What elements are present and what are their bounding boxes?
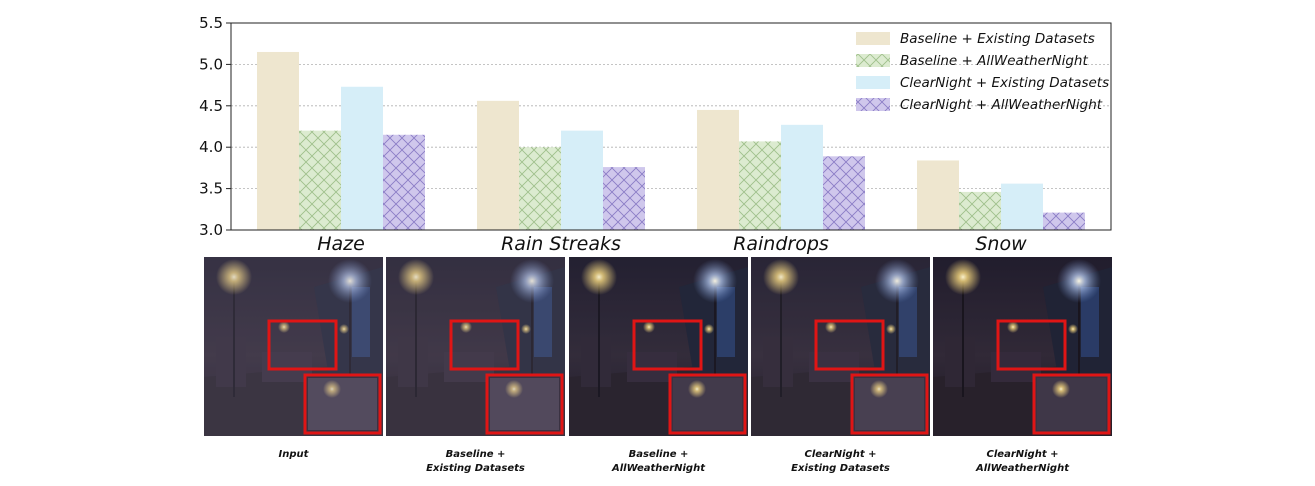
- panel-caption: ClearNight + AllWeatherNight: [933, 448, 1112, 476]
- y-tick-label: 3.0: [199, 221, 223, 239]
- y-tick-label: 3.5: [199, 180, 223, 198]
- x-category-label: Raindrops: [733, 233, 829, 255]
- bar: [959, 191, 1001, 230]
- bar: [341, 86, 383, 230]
- panel-caption: Baseline + AllWeatherNight: [569, 448, 748, 476]
- bar: [917, 160, 959, 230]
- panel-caption: ClearNight + Existing Datasets: [751, 448, 930, 476]
- bar: [257, 51, 299, 231]
- y-tick-label: 4.0: [199, 138, 223, 156]
- caption-line-2: AllWeatherNight: [976, 463, 1069, 474]
- result-image: [751, 257, 930, 436]
- bar-chart: 3.0 3.5 4.0 4.5 5.0 5.5 Haze Rain Streaks Raind…: [199, 14, 1112, 255]
- bar: [697, 109, 739, 230]
- bar: [383, 134, 425, 230]
- bar: [739, 141, 781, 230]
- panel-caption: Baseline + Existing Datasets: [386, 448, 565, 476]
- panel-caption: Input: [204, 448, 383, 462]
- x-category-label: Haze: [317, 233, 365, 255]
- legend-label: ClearNight + Existing Datasets: [900, 75, 1109, 91]
- bar: [1001, 183, 1043, 230]
- caption-line-1: Baseline +: [445, 449, 506, 460]
- bar: [603, 167, 645, 230]
- caption-line-2: AllWeatherNight: [612, 463, 705, 474]
- bars: [257, 51, 1085, 231]
- y-tick-label: 5.5: [199, 14, 223, 32]
- caption-line-1: ClearNight +: [986, 449, 1059, 460]
- bar: [823, 156, 865, 230]
- y-axis-ticks: 3.0 3.5 4.0 4.5 5.0 5.5: [199, 14, 231, 239]
- caption-line-1: ClearNight +: [804, 449, 877, 460]
- bar: [561, 130, 603, 230]
- bar: [1043, 212, 1085, 230]
- caption-line-2: Existing Datasets: [791, 463, 890, 474]
- bar: [299, 130, 341, 230]
- gridlines: [231, 64, 1111, 190]
- legend-swatch: [856, 54, 890, 67]
- y-tick-label: 5.0: [199, 55, 223, 73]
- legend-label: ClearNight + AllWeatherNight: [900, 97, 1103, 113]
- y-tick-label: 4.5: [199, 97, 223, 115]
- caption-line-1: Input: [278, 449, 309, 460]
- legend-label: Baseline + AllWeatherNight: [900, 53, 1088, 69]
- x-category-label: Rain Streaks: [501, 233, 621, 255]
- legend: Baseline + Existing Datasets Baseline + A…: [856, 31, 1109, 113]
- x-category-label: Snow: [975, 233, 1027, 255]
- legend-swatch: [856, 76, 890, 89]
- legend-swatch: [856, 98, 890, 111]
- caption-line-2: Existing Datasets: [426, 463, 525, 474]
- result-image: [569, 257, 748, 436]
- caption-line-1: Baseline +: [628, 449, 689, 460]
- result-image: [386, 257, 565, 436]
- bar: [477, 100, 519, 230]
- result-image: [204, 257, 383, 436]
- result-image: [933, 257, 1112, 436]
- plot-frame: [230, 22, 1112, 231]
- bar: [519, 147, 561, 230]
- x-axis-categories: Haze Rain Streaks Raindrops Snow: [317, 233, 1027, 255]
- bar: [781, 124, 823, 230]
- legend-label: Baseline + Existing Datasets: [900, 31, 1095, 47]
- legend-swatch: [856, 32, 890, 45]
